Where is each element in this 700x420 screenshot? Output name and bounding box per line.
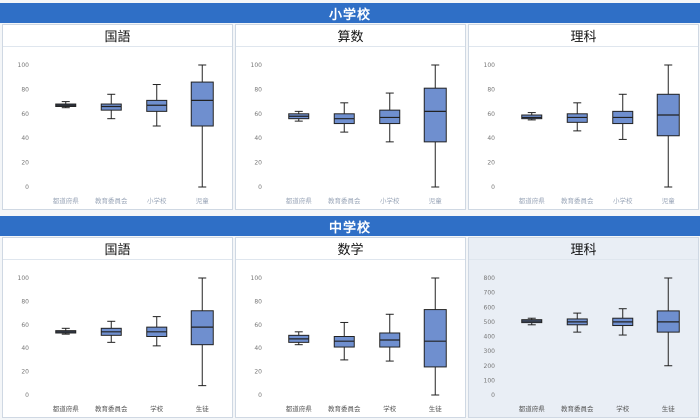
box-plot: 0 20 40 60 80 100 都道府県 教育委員会 小学校 児童 (18, 62, 214, 205)
y-tick-label: 0 (25, 184, 29, 191)
y-tick-label: 60 (254, 111, 262, 118)
y-tick-label: 80 (21, 86, 29, 93)
box-plot: 0 20 40 60 80 100 都道府県 教育委員会 小学校 児童 (484, 62, 680, 205)
category-label: 小学校 (380, 196, 400, 205)
y-tick-label: 100 (18, 275, 30, 282)
box-plot: 0 20 40 60 80 100 都道府県 教育委員会 小学校 児童 (251, 62, 447, 205)
y-tick-label: 0 (258, 392, 262, 399)
category-label: 児童 (196, 196, 210, 205)
y-tick-label: 80 (254, 86, 262, 93)
box (423, 309, 447, 368)
y-tick-label: 100 (18, 62, 30, 69)
y-tick-label: 20 (254, 160, 262, 167)
category-label: 都道府県 (286, 196, 313, 205)
y-tick-label: 60 (487, 111, 495, 118)
y-tick-label: 80 (254, 298, 262, 305)
box (521, 114, 543, 120)
category-label: 生徒 (429, 404, 443, 413)
category-label: 学校 (616, 404, 630, 413)
y-tick-label: 100 (251, 275, 263, 282)
category-label: 都道府県 (519, 196, 546, 205)
section-title: 小学校 (328, 7, 371, 23)
y-tick-label: 20 (21, 160, 29, 167)
category-label: 学校 (383, 404, 397, 413)
y-tick-label: 80 (487, 86, 495, 93)
chart-panel: 数学 0 20 40 60 80 100 都道府県 教育委員会 学校 生徒 (235, 237, 466, 418)
category-label: 小学校 (147, 196, 167, 205)
y-tick-label: 600 (484, 304, 496, 311)
y-tick-label: 400 (484, 334, 496, 341)
y-tick-label: 40 (487, 135, 495, 142)
chart-panel: 算数 0 20 40 60 80 100 都道府県 教育委員会 小学校 児童 (235, 24, 466, 210)
category-label: 生徒 (196, 404, 210, 413)
y-tick-label: 20 (487, 160, 495, 167)
category-label: 都道府県 (53, 404, 80, 413)
y-tick-label: 40 (21, 345, 29, 352)
chart-panel: 理科 0 100 200 300 400 500 600 700 800 都道府県 教育委員会 学校 生… (468, 237, 699, 418)
box (100, 103, 122, 111)
category-label: 児童 (662, 196, 676, 205)
category-label: 児童 (429, 196, 443, 205)
y-tick-label: 60 (21, 111, 29, 118)
y-tick-label: 100 (484, 62, 496, 69)
box (146, 99, 168, 112)
chart-title: 国語 (3, 238, 232, 260)
category-label: 生徒 (662, 404, 676, 413)
chart-panel: 国語 0 20 40 60 80 100 都道府県 教育委員会 学校 生徒 (2, 237, 233, 418)
category-label: 教育委員会 (328, 404, 361, 413)
y-tick-label: 0 (25, 392, 29, 399)
y-tick-label: 200 (484, 363, 496, 370)
category-label: 学校 (150, 404, 164, 413)
category-label: 教育委員会 (561, 196, 594, 205)
box (190, 81, 214, 127)
y-tick-label: 0 (491, 184, 495, 191)
category-label: 教育委員会 (95, 196, 128, 205)
category-label: 教育委員会 (328, 196, 361, 205)
chart-title: 理科 (469, 25, 698, 47)
y-tick-label: 0 (491, 392, 495, 399)
category-label: 教育委員会 (561, 404, 594, 413)
box (566, 113, 588, 123)
category-label: 都道府県 (519, 404, 546, 413)
box (423, 87, 447, 143)
y-tick-label: 20 (21, 369, 29, 376)
chart-title: 算数 (236, 25, 465, 47)
section-header-junior-high: 中学校 (0, 216, 700, 236)
box-plot: 0 100 200 300 400 500 600 700 800 都道府県 教育委員会 学校 生徒 (484, 275, 680, 413)
y-tick-label: 20 (254, 369, 262, 376)
chart-title: 国語 (3, 25, 232, 47)
category-label: 都道府県 (286, 404, 313, 413)
y-tick-label: 40 (254, 345, 262, 352)
chart-title: 数学 (236, 238, 465, 260)
y-tick-label: 100 (484, 377, 496, 384)
y-tick-label: 80 (21, 298, 29, 305)
y-tick-label: 60 (21, 322, 29, 329)
box (379, 109, 401, 125)
y-tick-label: 700 (484, 290, 496, 297)
box-plot: 0 20 40 60 80 100 都道府県 教育委員会 学校 生徒 (18, 275, 214, 413)
section-title: 中学校 (328, 220, 371, 236)
y-tick-label: 800 (484, 275, 496, 282)
y-tick-label: 500 (484, 319, 496, 326)
y-tick-label: 0 (258, 184, 262, 191)
section-header-elementary: 小学校 (0, 3, 700, 23)
y-tick-label: 60 (254, 322, 262, 329)
box-plot: 0 20 40 60 80 100 都道府県 教育委員会 学校 生徒 (251, 275, 447, 413)
y-tick-label: 300 (484, 348, 496, 355)
chart-panel: 国語 0 20 40 60 80 100 都道府県 教育委員会 小学校 児童 (2, 24, 233, 210)
y-tick-label: 40 (254, 135, 262, 142)
chart-title: 理科 (469, 238, 698, 260)
category-label: 教育委員会 (95, 404, 128, 413)
category-label: 小学校 (613, 196, 633, 205)
y-tick-label: 100 (251, 62, 263, 69)
chart-panel: 理科 0 20 40 60 80 100 都道府県 教育委員会 小学校 児童 (468, 24, 699, 210)
category-label: 都道府県 (53, 196, 80, 205)
y-tick-label: 40 (21, 135, 29, 142)
